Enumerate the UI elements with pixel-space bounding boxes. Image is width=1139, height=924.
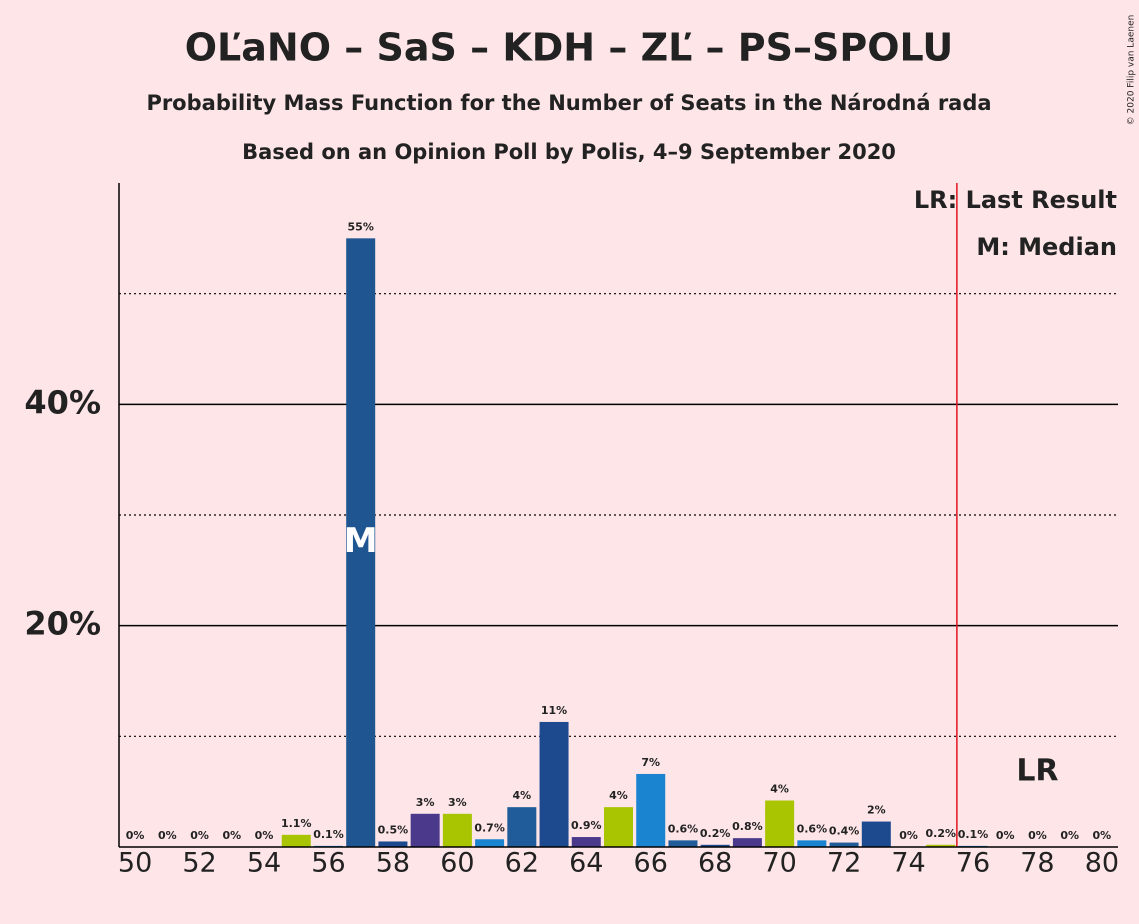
bar [829,842,859,847]
chart-subtitle: Probability Mass Function for the Number… [146,91,991,115]
data-label: 0.4% [829,825,860,838]
legend-entry: M: Median [976,233,1117,261]
bar [797,840,827,847]
data-label: 0.6% [668,822,699,835]
data-label: 0.5% [378,823,409,836]
bar [732,838,762,847]
chart-title: OĽaNO – SaS – KDH – ZĽ – PS–SPOLU [185,26,954,70]
x-tick-label: 50 [118,848,152,879]
data-label: 4% [512,789,531,802]
bar [861,821,891,847]
bar [475,839,505,847]
data-label: 0.2% [926,827,957,840]
x-tick-label: 74 [891,848,925,879]
data-label: 4% [609,789,628,802]
data-label: 0% [1093,829,1112,842]
data-label: 0.6% [797,822,828,835]
x-tick-label: 58 [376,848,410,879]
data-label: 0.9% [571,819,602,832]
bar [603,807,634,847]
data-label: 55% [348,220,374,233]
bar [539,721,569,847]
copyright: © 2020 Filip van Laenen [1127,15,1137,126]
bar [410,813,440,847]
x-tick-label: 52 [182,848,216,879]
median-marker: M [344,521,378,561]
data-label: 0% [1060,829,1079,842]
x-tick-label: 54 [247,848,281,879]
legend-entry: LR: Last Result [914,186,1117,214]
bar [281,834,311,847]
bar [442,813,472,847]
data-label: 0% [158,829,177,842]
bar [571,837,601,847]
bar [507,807,537,847]
data-label: 7% [641,756,660,769]
data-label: 4% [770,783,789,796]
data-label: 0.1% [313,828,344,841]
data-label: 0% [190,829,209,842]
x-tick-label: 56 [311,848,345,879]
x-tick-label: 62 [505,848,539,879]
data-label: 0.7% [474,821,505,834]
data-label: 0% [255,829,274,842]
bar [700,844,730,847]
data-label: 3% [416,796,435,809]
data-label: 2% [867,804,886,817]
data-label: 0% [222,829,241,842]
bar [636,773,666,847]
x-tick-label: 64 [569,848,603,879]
data-label: 0.1% [958,828,989,841]
x-tick-label: 68 [698,848,732,879]
data-label: 0% [899,829,918,842]
data-label: 0% [1028,829,1047,842]
y-tick-label: 20% [24,605,101,643]
x-tick-label: 60 [440,848,474,879]
bar [926,844,956,847]
data-label: 0.2% [700,827,731,840]
bar [346,238,376,848]
data-label: 0% [126,829,145,842]
data-label: 11% [541,704,567,717]
x-tick-label: 76 [956,848,990,879]
x-tick-label: 66 [634,848,668,879]
bar [378,841,408,847]
bar [765,800,795,847]
x-tick-label: 72 [827,848,861,879]
data-label: 3% [448,796,467,809]
chart-subtitle: Based on an Opinion Poll by Polis, 4–9 S… [242,140,896,164]
bar [668,840,698,847]
data-label: 0% [996,829,1015,842]
last-result-label: LR [1016,754,1058,789]
data-label: 1.1% [281,817,312,830]
x-tick-label: 80 [1085,848,1119,879]
y-tick-label: 40% [24,383,101,421]
x-tick-label: 78 [1020,848,1054,879]
x-tick-label: 70 [762,848,796,879]
data-label: 0.8% [732,820,763,833]
